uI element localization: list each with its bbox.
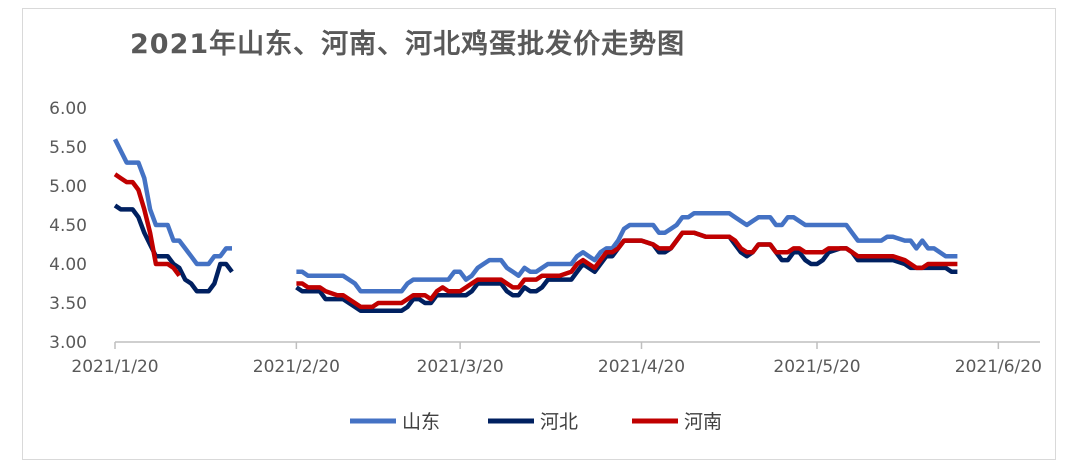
x-tick-label: 2021/4/20 <box>598 357 685 377</box>
x-tick-label: 2021/2/20 <box>253 357 340 377</box>
x-tick-label: 2021/3/20 <box>417 357 504 377</box>
series-line-1 <box>113 203 958 314</box>
y-tick-label: 4.50 <box>49 216 87 236</box>
series-line-2 <box>113 172 958 310</box>
legend-label: 河北 <box>540 411 578 433</box>
x-tick-label: 2021/6/20 <box>955 357 1042 377</box>
y-tick-label: 5.00 <box>49 177 87 197</box>
series-layer <box>112 138 958 314</box>
y-tick-label: 6.00 <box>49 99 87 119</box>
y-tick-label: 3.00 <box>49 333 87 353</box>
legend-label: 河南 <box>684 411 722 433</box>
chart-title: 2021年山东、河南、河北鸡蛋批发价走势图 <box>130 29 686 60</box>
x-axis: 2021/1/20 2021/2/20 2021/3/20 2021/4/20 2021… <box>71 341 1042 377</box>
y-tick-label: 5.50 <box>49 138 87 158</box>
x-tick-label: 2021/5/20 <box>773 357 860 377</box>
series-line-0 <box>112 138 958 294</box>
y-tick-label: 3.50 <box>49 294 87 314</box>
chart-frame <box>22 8 1056 460</box>
y-tick-label: 4.00 <box>49 255 87 275</box>
y-axis-ticks: 3.00 3.50 4.00 4.50 5.00 5.50 6.00 <box>49 99 87 353</box>
legend-label: 山东 <box>402 411 440 433</box>
legend: 山东 河北 河南 <box>350 411 722 433</box>
x-tick-label: 2021/1/20 <box>71 357 158 377</box>
